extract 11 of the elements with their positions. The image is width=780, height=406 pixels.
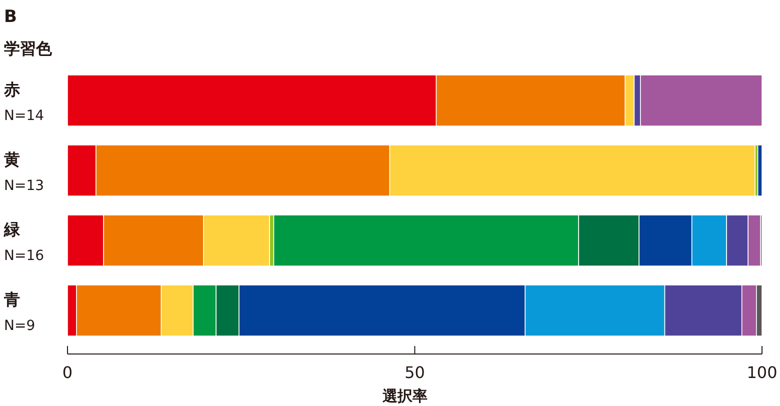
x-tick-label: 50: [404, 363, 425, 382]
y-tick-label: 青 N=9: [3, 290, 36, 334]
y-axis-title: 学習色: [4, 39, 53, 58]
x-axis-title: 選択率: [381, 387, 428, 405]
chart-title: B: [4, 7, 17, 27]
y-tick-label: 緑 N=16: [3, 220, 44, 264]
x-tick-label: 0: [62, 363, 73, 382]
y-tick-label: 赤 N=14: [3, 80, 44, 124]
x-tick-label: 100: [746, 363, 778, 382]
bar: [757, 144, 762, 196]
y-tick-label: 黄 N=13: [3, 150, 44, 194]
